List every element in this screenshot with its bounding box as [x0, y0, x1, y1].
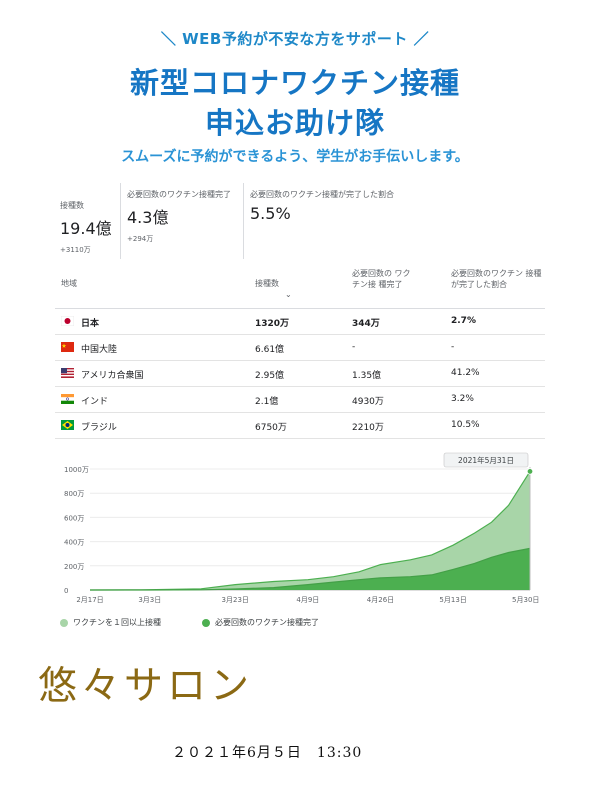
first-dose-line [89, 471, 531, 591]
row-percent: 3.2% [451, 394, 474, 404]
stat-doses-label: 接種数 [60, 201, 84, 210]
promo-banner: ＼ WEB予約が不安な方をサポート ／ 新型コロナワクチン接種 申込お助け隊 ス… [60, 18, 530, 173]
y-tick-label: 200万 [64, 563, 84, 571]
row-doses: 1320万 [255, 319, 290, 329]
table-row[interactable]: インド 2.1億 4930万 3.2% [55, 387, 545, 413]
y-tick-label: 0 [64, 587, 68, 595]
china-flag-icon [61, 342, 74, 352]
vaccine-stats: 接種数 19.4億 +3110万 必要回数のワクチン接種完了 4.3億 +294… [60, 183, 540, 263]
complete-area [90, 548, 530, 590]
header-percent: 必要回数のワクチン 接種が完了した割合 [451, 269, 542, 289]
y-tick-label: 1000万 [64, 466, 89, 474]
legend-item-complete[interactable]: 必要回数のワクチン接種完了 [202, 617, 319, 628]
row-complete: - [352, 342, 356, 352]
sort-arrow-icon[interactable]: ⌄ [285, 290, 292, 299]
country-table: 地域 接種数 ⌄ 必要回数の ワクチン接 種完了 必要回数のワクチン 接種が完了… [55, 268, 545, 439]
banner-title-line2: 申込お助け隊 [204, 106, 385, 140]
row-region: 日本 [81, 319, 100, 329]
row-doses: 6750万 [255, 423, 287, 433]
stat-doses: 接種数 19.4億 +3110万 [60, 183, 118, 261]
table-row[interactable]: 中国大陸 6.61億 - - [55, 335, 545, 361]
header-complete: 必要回数の ワクチン接 種完了 [352, 269, 411, 289]
row-percent: 10.5% [451, 420, 480, 430]
stat-complete-delta: +294万 [127, 235, 154, 243]
y-tick-label: 400万 [64, 539, 84, 547]
stat-percent-value: 5.5% [250, 204, 291, 223]
legend-item-first-dose[interactable]: ワクチンを１回以上接種 [60, 617, 161, 628]
stat-doses-value: 19.4億 [60, 219, 112, 238]
row-percent: 2.7% [451, 316, 476, 326]
legend-label-first-dose: ワクチンを１回以上接種 [73, 618, 161, 627]
japan-flag-icon [60, 315, 75, 327]
row-complete: 4930万 [352, 397, 384, 407]
table-row[interactable]: 日本 1320万 344万 2.7% [55, 309, 545, 335]
table-body: 日本 1320万 344万 2.7% 中国大陸 6.61億 - - アメリカ合衆国 2.95億 1.… [55, 309, 545, 439]
tooltip-box [443, 452, 529, 468]
row-doses: 2.1億 [255, 397, 279, 407]
y-tick-label: 600万 [64, 514, 84, 522]
stat-complete-label: 必要回数のワクチン接種完了 [127, 190, 231, 199]
tooltip-point [526, 468, 534, 475]
stat-percent-label: 必要回数のワクチン接種が完了した割合 [250, 190, 394, 199]
table-row[interactable]: アメリカ合衆国 2.95億 1.35億 41.2% [55, 361, 545, 387]
stat-complete: 必要回数のワクチン接種完了 4.3億 +294万 [127, 183, 239, 261]
stat-divider [120, 183, 121, 259]
usa-flag-icon [61, 368, 74, 378]
row-doses: 6.61億 [255, 345, 285, 355]
row-region: アメリカ合衆国 [81, 371, 144, 381]
legend-label-complete: 必要回数のワクチン接種完了 [215, 618, 319, 627]
chart-svg: 0 200万 400万 600万 800万 1000万 2月17日 3月3日 3月23日 4月9日… [64, 452, 539, 604]
legend-dot-light-icon [60, 618, 68, 627]
row-region: インド [81, 397, 109, 407]
stat-doses-delta: +3110万 [60, 246, 91, 254]
first-dose-area [90, 471, 530, 590]
header-region: 地域 [61, 279, 77, 288]
stat-divider [243, 183, 244, 259]
stat-percent: 必要回数のワクチン接種が完了した割合 5.5% [250, 183, 430, 261]
x-tick-label: 3月3日 [138, 596, 161, 604]
row-percent: - [451, 342, 455, 352]
row-percent: 41.2% [451, 368, 480, 378]
y-tick-label: 800万 [64, 490, 84, 498]
legend-dot-dark-icon [202, 618, 210, 627]
tooltip-date: 2021年5月31日 [458, 455, 514, 465]
banner-subtitle: スムーズに予約ができるよう、学生がお手伝いします。 [121, 149, 469, 165]
header-doses[interactable]: 接種数 ⌄ [255, 278, 325, 300]
salon-name: 悠々サロン [38, 664, 254, 709]
india-flag-icon [61, 394, 74, 404]
banner-tagline: ＼ WEB予約が不安な方をサポート ／ [160, 30, 430, 48]
row-doses: 2.95億 [255, 371, 285, 381]
x-tick-label: 2月17日 [76, 596, 103, 604]
x-tick-label: 4月9日 [296, 596, 319, 604]
row-complete: 344万 [352, 319, 380, 329]
brazil-flag-icon [61, 420, 74, 430]
row-region: ブラジル [81, 423, 117, 433]
date-time: ２０２１年6月５日 13:30 [172, 745, 363, 761]
x-tick-label: 3月23日 [222, 596, 249, 604]
vaccination-chart: 0 200万 400万 600万 800万 1000万 2月17日 3月3日 3月23日 4月9日… [48, 452, 553, 632]
x-tick-label: 5月13日 [439, 596, 466, 604]
row-region: 中国大陸 [81, 345, 118, 355]
x-tick-label: 5月30日 [512, 596, 539, 604]
complete-line [90, 547, 531, 591]
row-complete: 1.35億 [352, 371, 382, 381]
banner-title-line1: 新型コロナワクチン接種 [129, 66, 460, 100]
x-tick-label: 4月26日 [367, 596, 394, 604]
table-row[interactable]: ブラジル 6750万 2210万 10.5% [55, 413, 545, 439]
row-complete: 2210万 [352, 423, 384, 433]
table-header: 地域 接種数 ⌄ 必要回数の ワクチン接 種完了 必要回数のワクチン 接種が完了… [55, 268, 545, 309]
header-doses-label: 接種数 [255, 279, 279, 288]
stat-complete-value: 4.3億 [127, 208, 169, 227]
